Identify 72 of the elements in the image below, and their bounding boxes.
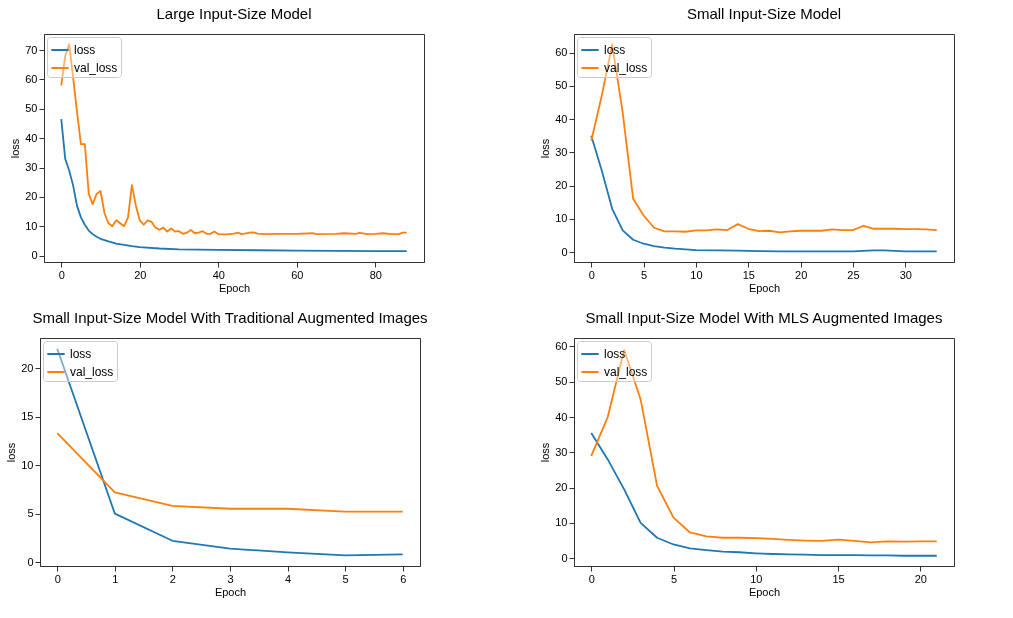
x-tick-label: 5: [342, 572, 349, 585]
chart-title: Large Input-Size Model: [156, 5, 312, 22]
legend-label: val_loss: [70, 365, 114, 379]
y-tick-label: 20: [555, 481, 568, 494]
line-series: [590, 432, 938, 557]
x-tick-label: 0: [588, 268, 595, 281]
y-tick-label: 5: [27, 507, 34, 520]
x-tick-label: 0: [54, 572, 61, 585]
y-tick-label: 60: [555, 46, 568, 59]
x-axis-title: Epoch: [214, 585, 247, 598]
y-tick-label: 10: [555, 516, 568, 529]
y-tick-label: 40: [25, 131, 38, 144]
legend-label: val_loss: [74, 61, 118, 75]
x-tick-label: 60: [291, 268, 304, 281]
y-tick-label: 40: [555, 410, 568, 423]
x-tick-label: 3: [227, 572, 234, 585]
legend-label: loss: [74, 43, 96, 57]
x-tick-label: 40: [212, 268, 225, 281]
y-tick-label: 40: [555, 112, 568, 125]
y-tick-label: 15: [21, 410, 34, 423]
y-axis-title: loss: [9, 138, 22, 159]
y-tick-label: 10: [555, 212, 568, 225]
y-axis-title: loss: [539, 442, 552, 463]
x-tick-label: 6: [400, 572, 407, 585]
y-tick-label: 10: [25, 219, 38, 232]
y-axis-title: loss: [5, 442, 18, 463]
x-tick-label: 2: [169, 572, 176, 585]
x-tick-label: 25: [847, 268, 860, 281]
y-tick-label: 30: [555, 145, 568, 158]
x-tick-label: 0: [588, 572, 595, 585]
x-tick-label: 0: [58, 268, 65, 281]
x-tick-label: 10: [750, 572, 763, 585]
y-tick-label: 20: [25, 190, 38, 203]
x-tick-label: 80: [369, 268, 382, 281]
y-tick-label: 50: [555, 375, 568, 388]
y-tick-label: 30: [555, 445, 568, 458]
line-series: [56, 432, 404, 513]
x-axis-title: Epoch: [748, 281, 781, 294]
y-tick-label: 60: [25, 72, 38, 85]
x-tick-label: 10: [690, 268, 703, 281]
legend-label: loss: [70, 347, 92, 361]
chart-title: Small Input-Size Model: [686, 5, 842, 22]
y-tick-label: 50: [555, 79, 568, 92]
y-tick-label: 70: [25, 43, 38, 56]
x-axis-title: Epoch: [218, 281, 251, 294]
x-tick-label: 20: [134, 268, 147, 281]
x-tick-label: 4: [285, 572, 292, 585]
x-tick-label: 20: [914, 572, 927, 585]
y-axis-title: loss: [539, 138, 552, 159]
y-tick-label: 60: [555, 339, 568, 352]
x-axis-title: Epoch: [748, 585, 781, 598]
x-tick-label: 15: [832, 572, 845, 585]
y-tick-label: 0: [561, 551, 568, 564]
chart-title: Small Input-Size Model With MLS Augmented Images: [585, 309, 943, 326]
y-tick-label: 20: [555, 179, 568, 192]
x-tick-label: 20: [795, 268, 808, 281]
y-tick-label: 50: [25, 102, 38, 115]
line-series: [60, 118, 408, 253]
x-tick-label: 5: [670, 572, 678, 585]
x-tick-label: 5: [641, 268, 648, 281]
x-tick-label: 1: [112, 572, 119, 585]
y-tick-label: 0: [27, 555, 34, 568]
y-tick-label: 30: [25, 161, 38, 174]
line-series: [590, 349, 938, 544]
x-tick-label: 30: [899, 268, 912, 281]
x-tick-label: 15: [742, 268, 755, 281]
y-tick-label: 20: [21, 361, 34, 374]
line-series: [590, 43, 938, 234]
y-tick-label: 10: [21, 458, 34, 471]
y-tick-label: 0: [561, 245, 568, 258]
y-tick-label: 0: [31, 249, 38, 262]
chart-title: Small Input-Size Model With Traditional Augmented Images: [32, 309, 428, 326]
